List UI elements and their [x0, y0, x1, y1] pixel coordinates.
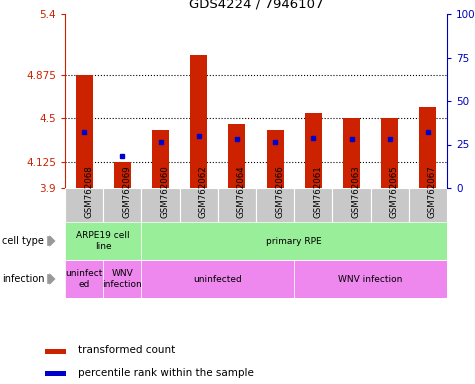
Text: GSM762065: GSM762065: [390, 165, 399, 218]
FancyArrow shape: [47, 235, 56, 247]
Text: GSM762064: GSM762064: [237, 165, 246, 218]
Bar: [294, 260, 447, 298]
Bar: [304, 113, 322, 188]
Text: GSM762067: GSM762067: [428, 165, 437, 218]
Bar: [152, 130, 169, 188]
Text: percentile rank within the sample: percentile rank within the sample: [78, 368, 254, 378]
Text: GSM762066: GSM762066: [275, 165, 284, 218]
Bar: [266, 130, 284, 188]
Bar: [343, 118, 360, 188]
Bar: [256, 188, 294, 260]
Bar: [190, 55, 207, 188]
Bar: [228, 124, 246, 188]
Bar: [419, 107, 437, 188]
Bar: [103, 188, 142, 260]
Text: GSM762060: GSM762060: [161, 165, 170, 218]
Bar: [65, 222, 142, 260]
Bar: [76, 75, 93, 188]
Bar: [114, 162, 131, 188]
Text: uninfect
ed: uninfect ed: [66, 269, 103, 289]
Bar: [45, 371, 66, 376]
Bar: [332, 188, 371, 260]
Bar: [45, 349, 66, 354]
Bar: [370, 188, 409, 260]
Text: WNV
infection: WNV infection: [103, 269, 142, 289]
Text: GSM762069: GSM762069: [122, 165, 131, 218]
Text: uninfected: uninfected: [193, 275, 242, 283]
Text: ARPE19 cell
line: ARPE19 cell line: [76, 231, 130, 251]
Text: cell type: cell type: [2, 236, 44, 246]
Title: GDS4224 / 7946107: GDS4224 / 7946107: [189, 0, 323, 10]
Text: GSM762063: GSM762063: [352, 165, 361, 218]
Text: GSM762061: GSM762061: [314, 165, 323, 218]
Text: transformed count: transformed count: [78, 345, 175, 356]
Text: primary RPE: primary RPE: [266, 237, 322, 245]
Text: infection: infection: [2, 274, 45, 284]
Bar: [142, 260, 294, 298]
Bar: [294, 188, 332, 260]
Bar: [142, 188, 180, 260]
Bar: [65, 260, 103, 298]
Bar: [409, 188, 447, 260]
Bar: [103, 260, 142, 298]
Bar: [218, 188, 256, 260]
Text: WNV infection: WNV infection: [338, 275, 403, 283]
Bar: [381, 118, 399, 188]
Bar: [142, 222, 447, 260]
Text: GSM762062: GSM762062: [199, 165, 208, 218]
Bar: [180, 188, 218, 260]
FancyArrow shape: [47, 273, 56, 285]
Bar: [65, 188, 103, 260]
Text: GSM762068: GSM762068: [84, 165, 93, 218]
